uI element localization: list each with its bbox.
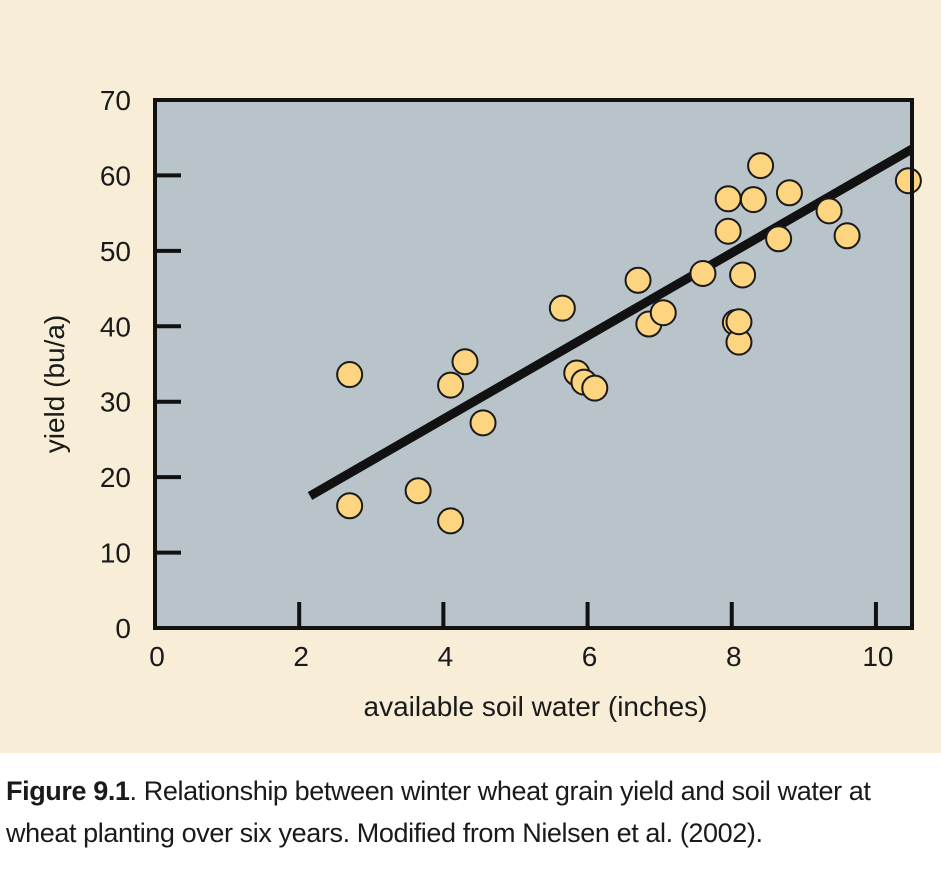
data-point <box>624 266 652 294</box>
data-point <box>765 225 793 253</box>
x-tick-label: 8 <box>726 641 742 672</box>
data-point <box>336 361 364 389</box>
figure-caption: Figure 9.1. Relationship between winter … <box>6 770 936 854</box>
fit-line <box>307 145 915 500</box>
data-point <box>714 185 742 213</box>
data-point <box>336 492 364 520</box>
plot-frame <box>153 98 914 630</box>
y-tick-label: 50 <box>100 236 131 267</box>
x-tick-label: 4 <box>438 641 454 672</box>
x-tick-label: 10 <box>862 641 893 672</box>
caption-text: . Relationship between winter wheat grai… <box>6 776 871 848</box>
y-tick-label: 20 <box>100 462 131 493</box>
data-point <box>739 186 767 214</box>
data-point <box>404 477 432 505</box>
x-axis-label: available soil water (inches) <box>364 691 708 722</box>
data-point <box>437 507 465 535</box>
y-tick-label: 60 <box>100 160 131 191</box>
data-point <box>581 374 609 402</box>
data-point <box>689 259 717 287</box>
y-tick-label: 70 <box>100 85 131 116</box>
data-point <box>747 152 775 180</box>
data-point <box>469 409 497 437</box>
data-point <box>729 261 757 289</box>
data-point <box>775 179 803 207</box>
data-point <box>437 371 465 399</box>
scatter-chart: 0 10 20 30 40 50 60 70 0 2 4 6 8 10 available soil wa… <box>39 85 922 722</box>
x-tick-label: 6 <box>582 641 598 672</box>
x-tick-label: 0 <box>149 641 165 672</box>
data-points <box>336 152 922 535</box>
y-axis-label: yield (bu/a) <box>39 315 70 454</box>
fit-line-layer <box>307 145 915 500</box>
data-point <box>725 308 753 336</box>
y-tick-label: 10 <box>100 538 131 569</box>
data-point <box>894 167 922 195</box>
data-point <box>548 294 576 322</box>
y-tick-label: 0 <box>115 613 131 644</box>
data-point <box>649 299 677 327</box>
data-point <box>714 217 742 245</box>
data-point <box>451 348 479 376</box>
figure-label: Figure 9.1 <box>6 776 130 806</box>
y-tick-label: 30 <box>100 387 131 418</box>
x-tick-label: 2 <box>293 641 309 672</box>
data-point <box>833 222 861 250</box>
data-point <box>815 197 843 225</box>
axis-ticks <box>155 173 878 628</box>
y-tick-label: 40 <box>100 311 131 342</box>
tick-labels: 0 10 20 30 40 50 60 70 0 2 4 6 8 10 <box>100 85 894 672</box>
